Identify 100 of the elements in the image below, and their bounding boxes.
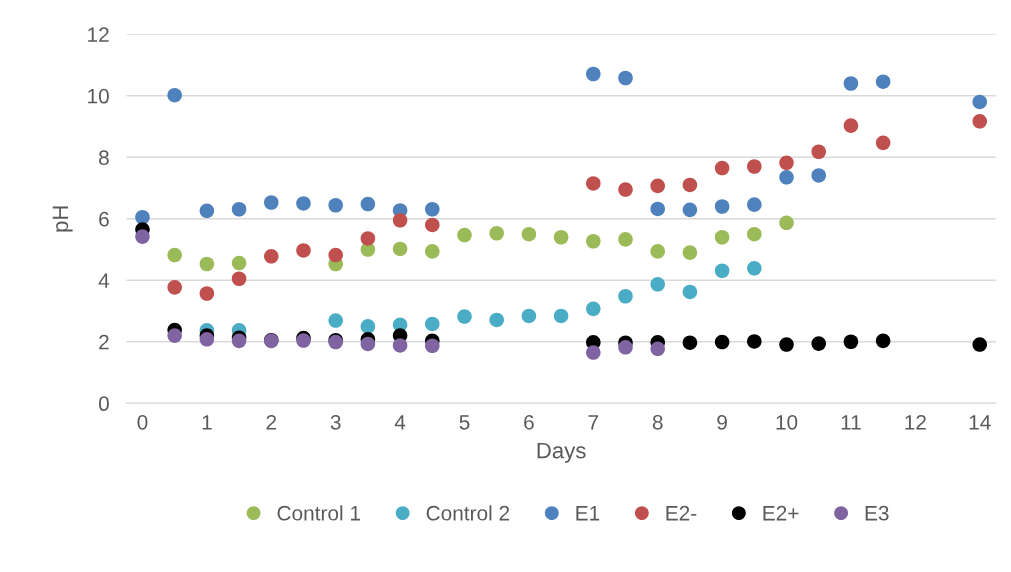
point [586, 301, 601, 317]
point [972, 337, 988, 352]
point [199, 203, 215, 219]
point [135, 229, 150, 244]
x-tick-label: 1 [202, 415, 212, 430]
point [360, 231, 376, 246]
x-tick-label: 12 [905, 414, 926, 430]
point [714, 229, 730, 245]
point [553, 308, 569, 324]
point [714, 199, 730, 214]
point [714, 263, 730, 279]
point [521, 226, 537, 242]
x-tick-label: 11 [841, 415, 861, 430]
legend-label: E1 [576, 506, 600, 521]
x-tick-label: 2 [266, 414, 277, 430]
point [167, 280, 182, 295]
legend-label: E3 [865, 505, 889, 521]
point [296, 196, 311, 211]
point [972, 94, 988, 110]
point [747, 261, 762, 276]
x-tick-label: 3 [330, 414, 341, 430]
point [650, 244, 665, 259]
point [650, 276, 665, 292]
point [682, 202, 698, 218]
point [360, 319, 376, 334]
point [682, 335, 698, 350]
x-axis-title: Days [537, 442, 586, 463]
point [779, 215, 794, 231]
x-tick-label: 10 [776, 414, 798, 430]
point [650, 178, 665, 194]
point [425, 244, 440, 259]
point [392, 338, 408, 353]
point [489, 225, 504, 241]
point [650, 341, 665, 357]
point [360, 336, 376, 352]
point [779, 337, 794, 352]
legend-label: E2+ [763, 505, 799, 521]
point [811, 168, 827, 183]
point [843, 334, 859, 350]
point [747, 226, 762, 242]
point [425, 217, 440, 233]
point [167, 87, 182, 103]
point [360, 196, 376, 212]
point [811, 144, 827, 160]
point [811, 336, 827, 351]
point [328, 313, 343, 328]
point [231, 271, 247, 287]
point [425, 338, 440, 354]
point [875, 135, 891, 151]
point [167, 247, 182, 263]
point [296, 243, 311, 258]
y-tick-label: 10 [88, 88, 109, 104]
point [135, 209, 150, 225]
point [618, 182, 633, 197]
y-tick-label: 8 [99, 150, 109, 166]
y-tick-label: 0 [98, 396, 109, 412]
y-tick-label: 12 [88, 27, 109, 42]
point [392, 213, 408, 228]
point [231, 201, 247, 217]
x-tick-label: 5 [459, 415, 470, 430]
point [779, 170, 794, 185]
point [747, 334, 762, 349]
point [264, 195, 279, 210]
point [714, 160, 730, 176]
point [553, 229, 569, 245]
x-tick-label: 0 [137, 414, 148, 430]
point [328, 247, 343, 263]
point [489, 312, 504, 328]
point [618, 232, 633, 247]
point [199, 256, 215, 272]
point [167, 328, 182, 343]
point [586, 66, 601, 82]
x-tick-label: 4 [394, 415, 406, 430]
x-tick-label: 9 [717, 414, 727, 430]
y-axis-title: pH [52, 206, 73, 232]
point [231, 255, 247, 271]
point [682, 245, 698, 260]
point [457, 309, 472, 324]
point [843, 118, 859, 133]
legend-label: E2- [666, 505, 697, 521]
point [199, 286, 215, 301]
point [457, 227, 472, 243]
point [618, 70, 633, 86]
point [875, 333, 891, 349]
point [618, 340, 633, 355]
legend-label: Control 2 [426, 505, 510, 521]
point [747, 159, 762, 174]
point [682, 177, 698, 193]
legend-label: Control 1 [277, 505, 360, 521]
point [586, 233, 601, 249]
y-tick-label: 4 [98, 273, 110, 288]
point [972, 114, 988, 129]
point [425, 316, 440, 332]
point [586, 176, 601, 191]
point [586, 345, 601, 360]
point [199, 332, 215, 347]
point [650, 201, 665, 217]
x-tick-label: 7 [588, 415, 599, 430]
y-tick-label: 6 [99, 211, 109, 227]
point [843, 76, 859, 91]
